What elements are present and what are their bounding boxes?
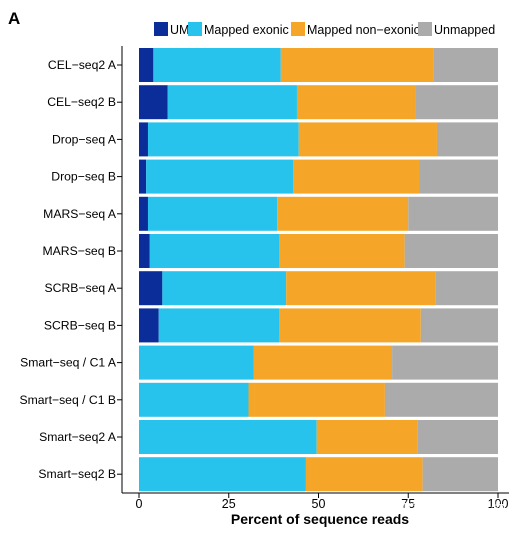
bar-segment-umi <box>139 85 168 120</box>
legend: UMI Mapped exonic Mapped non−exonic Unmappe… <box>154 22 495 37</box>
bar-row-11 <box>139 457 498 492</box>
legend-label-umi: UMI <box>170 23 193 37</box>
panel-label: A <box>8 9 20 28</box>
bar-segment-unmapped <box>422 457 498 492</box>
x-tick-label-3: 75 <box>401 497 415 511</box>
bar-segment-mapped_exonic <box>146 159 294 194</box>
bar-segment-mapped_exonic <box>158 308 280 343</box>
bar-segment-mapped_non_exonic <box>293 159 420 194</box>
bar-row-8 <box>139 345 498 380</box>
y-tick-label-6: SCRB−seq A <box>45 281 117 295</box>
bar-row-3 <box>139 159 498 194</box>
bar-row-0 <box>139 48 498 82</box>
bar-segment-umi <box>139 48 154 82</box>
bar-row-4 <box>139 196 498 231</box>
bar-segment-unmapped <box>420 308 498 343</box>
bar-segment-mapped_non_exonic <box>248 382 385 417</box>
legend-swatch-unmapped <box>418 22 432 36</box>
bar-segment-mapped_exonic <box>153 48 281 82</box>
y-tick-label-8: Smart−seq / C1 A <box>20 356 117 370</box>
legend-swatch-mapped_non_exonic <box>291 22 305 36</box>
bar-segment-mapped_exonic <box>149 234 280 268</box>
bar-segment-mapped_exonic <box>139 382 249 417</box>
legend-label-unmapped: Unmapped <box>434 23 495 37</box>
y-tick-label-3: Drop−seq B <box>51 170 116 184</box>
bar-segment-mapped_non_exonic <box>280 48 434 82</box>
bar-row-1 <box>139 85 498 120</box>
legend-label-mapped_exonic: Mapped exonic <box>204 23 289 37</box>
y-tick-label-0: CEL−seq2 A <box>48 58 117 72</box>
bar-segment-mapped_non_exonic <box>316 420 418 454</box>
bar-segment-umi <box>139 196 148 231</box>
legend-label-mapped_non_exonic: Mapped non−exonic <box>307 23 420 37</box>
bar-segment-mapped_non_exonic <box>277 196 409 231</box>
y-tick-label-5: MARS−seq B <box>43 244 117 258</box>
x-tick-label-4: 100 <box>488 497 509 511</box>
bar-segment-mapped_non_exonic <box>286 271 436 306</box>
bar-segment-unmapped <box>404 234 498 268</box>
legend-item-unmapped: Unmapped <box>418 22 495 37</box>
y-tick-label-4: MARS−seq A <box>43 207 117 221</box>
bar-row-10 <box>139 420 498 454</box>
bar-segment-mapped_exonic <box>167 85 297 120</box>
bar-row-5 <box>139 234 498 268</box>
bar-segment-mapped_non_exonic <box>298 122 437 157</box>
y-tick-label-1: CEL−seq2 B <box>47 95 116 109</box>
bar-row-9 <box>139 382 498 417</box>
bar-segment-mapped_non_exonic <box>279 308 421 343</box>
bar-row-7 <box>139 308 498 343</box>
bar-segment-mapped_non_exonic <box>253 345 393 380</box>
bar-segment-unmapped <box>435 271 498 306</box>
bar-row-2 <box>139 122 498 157</box>
y-tick-label-7: SCRB−seq B <box>44 318 116 332</box>
legend-item-mapped_exonic: Mapped exonic <box>188 22 289 37</box>
bar-segment-unmapped <box>433 48 498 82</box>
legend-item-mapped_non_exonic: Mapped non−exonic <box>291 22 420 37</box>
bar-segment-umi <box>139 122 148 157</box>
y-tick-label-10: Smart−seq2 A <box>39 430 117 444</box>
bar-segment-unmapped <box>408 196 498 231</box>
legend-item-umi: UMI <box>154 22 193 37</box>
legend-swatch-mapped_exonic <box>188 22 202 36</box>
bar-segment-unmapped <box>417 420 498 454</box>
bar-segment-mapped_non_exonic <box>305 457 423 492</box>
bar-segment-umi <box>139 308 159 343</box>
bar-segment-unmapped <box>419 159 498 194</box>
bar-segment-mapped_non_exonic <box>279 234 405 268</box>
watermark: 知乎 @望圣生物 <box>396 500 506 518</box>
y-axis: CEL−seq2 A CEL−seq2 B Drop−seq A Drop−seq B… <box>19 46 123 493</box>
x-axis-title: Percent of sequence reads <box>231 511 409 527</box>
x-tick-label-1: 25 <box>222 497 236 511</box>
y-tick-label-11: Smart−seq2 B <box>38 467 116 481</box>
bar-segment-mapped_exonic <box>162 271 287 306</box>
bar-segment-umi <box>139 234 150 268</box>
y-tick-label-9: Smart−seq / C1 B <box>19 393 116 407</box>
legend-swatch-umi <box>154 22 168 36</box>
bar-row-6 <box>139 271 498 306</box>
bar-segment-mapped_exonic <box>147 196 278 231</box>
x-tick-label-2: 50 <box>312 497 326 511</box>
bar-segment-mapped_exonic <box>139 345 254 380</box>
x-axis: 0 25 50 75 100 <box>122 492 509 511</box>
bar-segment-unmapped <box>436 122 498 157</box>
bar-segment-umi <box>139 271 163 306</box>
bar-segment-unmapped <box>415 85 498 120</box>
bar-segment-mapped_exonic <box>139 457 306 492</box>
plot-area <box>139 48 498 492</box>
y-tick-label-2: Drop−seq A <box>52 132 117 146</box>
bar-segment-unmapped <box>392 345 498 380</box>
bar-segment-mapped_exonic <box>139 420 317 454</box>
bar-segment-umi <box>139 159 147 194</box>
bar-segment-mapped_non_exonic <box>296 85 416 120</box>
x-tick-label-0: 0 <box>136 497 143 511</box>
bar-segment-mapped_exonic <box>147 122 299 157</box>
bar-segment-unmapped <box>384 382 498 417</box>
